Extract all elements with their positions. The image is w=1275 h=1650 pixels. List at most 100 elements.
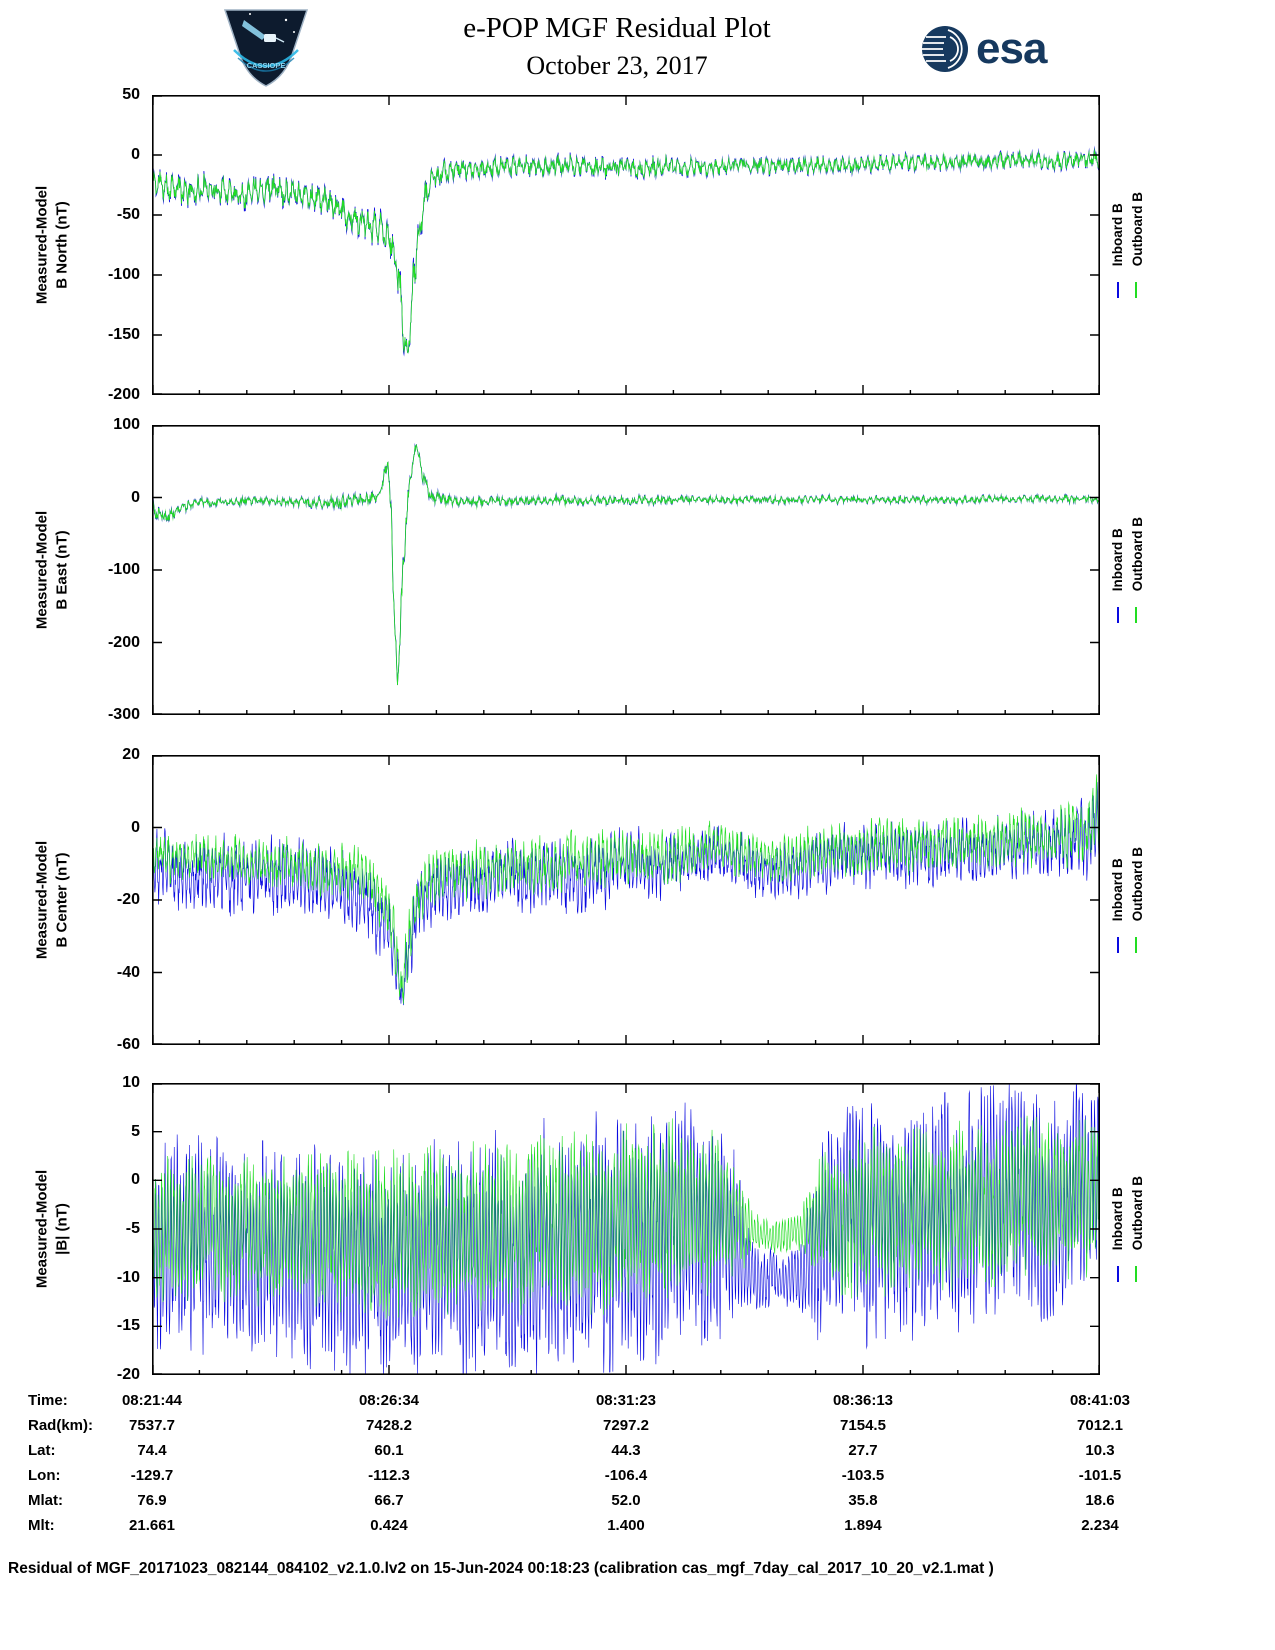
inboard-line-swatch xyxy=(1117,937,1119,954)
legend-b-center: Inboard B Outboard B xyxy=(1102,755,1152,1045)
xaxis-value: 27.7 xyxy=(848,1442,878,1459)
panel-b-east-plot xyxy=(152,425,1100,715)
yticks-b-center: 20 0 -20 -40 -60 xyxy=(92,746,146,1053)
xaxis-value: 60.1 xyxy=(374,1442,404,1459)
ylabel-line2: B Center (nT) xyxy=(53,852,70,948)
xaxis-value: 7537.7 xyxy=(129,1417,175,1434)
inboard-line-swatch xyxy=(1117,282,1119,299)
ylabel-line2: |B| (nT) xyxy=(53,1203,70,1255)
xaxis-value: 21.661 xyxy=(129,1517,175,1534)
plot-title: e-POP MGF Residual Plot xyxy=(463,12,771,44)
y-tick-label: -20 xyxy=(116,891,140,908)
xaxis-value: -103.5 xyxy=(841,1467,885,1484)
plot-subtitle: October 23, 2017 xyxy=(526,51,708,80)
xaxis-row-label: Time: xyxy=(28,1392,68,1409)
y-tick-label: -5 xyxy=(125,1220,140,1237)
xaxis-value: -129.7 xyxy=(130,1467,174,1484)
y-tick-label: -40 xyxy=(116,963,140,981)
y-tick-label: 20 xyxy=(122,746,140,763)
ylabel-b-north: Measured-Model B North (nT) xyxy=(20,95,84,395)
panel-b-north-plot xyxy=(152,95,1100,395)
esa-wordmark: esa xyxy=(976,24,1047,73)
ylabel-line2: B East (nT) xyxy=(53,530,70,610)
y-tick-label: 5 xyxy=(131,1122,140,1140)
y-tick-label: -50 xyxy=(116,206,140,223)
xaxis-value: -112.3 xyxy=(368,1467,410,1484)
y-tick-label: 0 xyxy=(131,146,140,163)
y-tick-label: 100 xyxy=(113,416,140,433)
panel-b-mag-plot xyxy=(152,1083,1100,1375)
ylabel-line2: B North (nT) xyxy=(53,201,70,289)
xaxis-value: 1.400 xyxy=(607,1517,645,1534)
y-tick-label: -20 xyxy=(116,1366,140,1383)
y-tick-label: -15 xyxy=(116,1317,140,1335)
ylabel-line1: Measured-Model xyxy=(33,1169,51,1289)
xaxis-value: 76.9 xyxy=(137,1492,167,1509)
xaxis-value: 2.234 xyxy=(1081,1517,1119,1534)
y-tick-label: -60 xyxy=(116,1036,140,1053)
legend-inboard-label: Inboard B xyxy=(1109,858,1125,922)
y-tick-label: -100 xyxy=(107,561,140,578)
xaxis-value: 08:41:03 xyxy=(1069,1392,1131,1409)
y-tick-label: 0 xyxy=(131,1171,140,1189)
y-tick-label: -100 xyxy=(107,266,140,283)
ylabel-line1: Measured-Model xyxy=(33,185,51,305)
ylabel-line1: Measured-Model xyxy=(33,510,51,630)
legend-inboard-label: Inboard B xyxy=(1109,528,1125,592)
y-tick-label: -200 xyxy=(107,633,140,651)
y-tick-label: 50 xyxy=(122,86,140,103)
xaxis-value: 08:36:13 xyxy=(832,1392,894,1409)
xaxis-value: 0.424 xyxy=(370,1517,408,1534)
footer-calibration-text: Residual of MGF_20171023_082144_084102_v… xyxy=(8,1560,994,1577)
legend-b-north: Inboard B Outboard B xyxy=(1102,95,1152,395)
legend-outboard-label: Outboard B xyxy=(1129,1175,1145,1251)
y-tick-label: -10 xyxy=(116,1268,140,1286)
y-tick-label: 0 xyxy=(131,488,140,506)
xaxis-value: 18.6 xyxy=(1085,1492,1115,1509)
legend-inboard-label: Inboard B xyxy=(1109,203,1125,267)
xaxis-value: 44.3 xyxy=(611,1442,641,1459)
y-tick-label: 10 xyxy=(122,1074,140,1091)
legend-outboard-label: Outboard B xyxy=(1129,516,1145,592)
inboard-line-swatch xyxy=(1117,1266,1119,1283)
outboard-line-swatch xyxy=(1135,282,1137,299)
cassiope-logo-text: CASSIOPE xyxy=(247,61,286,70)
legend-outboard-label: Outboard B xyxy=(1129,191,1145,267)
xaxis-value: 66.7 xyxy=(374,1492,404,1509)
legend-b-mag: Inboard B Outboard B xyxy=(1102,1083,1152,1375)
cassiope-logo-graphic: CASSIOPE xyxy=(223,9,309,87)
xaxis-value: 08:21:44 xyxy=(121,1392,183,1409)
legend-b-east: Inboard B Outboard B xyxy=(1102,425,1152,715)
y-tick-label: 0 xyxy=(131,818,140,836)
legend-outboard-label: Outboard B xyxy=(1129,846,1145,922)
xaxis-value: -106.4 xyxy=(604,1467,648,1484)
outboard-line-swatch xyxy=(1135,607,1137,624)
ylabel-b-east: Measured-Model B East (nT) xyxy=(20,425,84,715)
inboard-line-swatch xyxy=(1117,607,1119,624)
legend-inboard-label: Inboard B xyxy=(1109,1187,1125,1251)
outboard-line-swatch xyxy=(1135,1266,1137,1283)
xaxis-row-label: Lon: xyxy=(28,1467,61,1484)
xaxis-value: 7428.2 xyxy=(366,1417,412,1434)
y-tick-label: -150 xyxy=(107,326,140,343)
xaxis-value: 52.0 xyxy=(611,1492,641,1509)
yticks-b-north: 50 0 -50 -100 -150 -200 xyxy=(92,86,146,403)
esa-emblem-icon xyxy=(922,26,968,72)
panel-b-center-plot xyxy=(152,755,1100,1045)
xaxis-value: 08:26:34 xyxy=(358,1392,420,1409)
xaxis-value: 7297.2 xyxy=(603,1417,649,1434)
y-tick-label: -200 xyxy=(107,386,140,403)
yticks-b-east: 100 0 -100 -200 -300 xyxy=(92,416,146,723)
yticks-b-mag: 10 5 0 -5 -10 -15 -20 xyxy=(92,1074,146,1383)
xaxis-row-label: Lat: xyxy=(28,1442,56,1459)
xaxis-row-label: Rad(km): xyxy=(28,1417,94,1434)
xaxis-value: 10.3 xyxy=(1085,1442,1115,1459)
xaxis-value: 08:31:23 xyxy=(595,1392,657,1409)
xaxis-value: 7154.5 xyxy=(840,1417,886,1434)
ylabel-line1: Measured-Model xyxy=(33,840,51,960)
esa-logo: esa xyxy=(920,24,1047,74)
xaxis-annotation-table: Time: 08:21:44 08:26:34 08:31:23 08:36:13 08:… xyxy=(0,1392,1275,1552)
xaxis-value: 1.894 xyxy=(844,1517,882,1534)
outboard-line-swatch xyxy=(1135,937,1137,954)
